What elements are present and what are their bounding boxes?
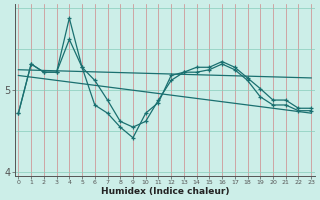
X-axis label: Humidex (Indice chaleur): Humidex (Indice chaleur) [100,187,229,196]
